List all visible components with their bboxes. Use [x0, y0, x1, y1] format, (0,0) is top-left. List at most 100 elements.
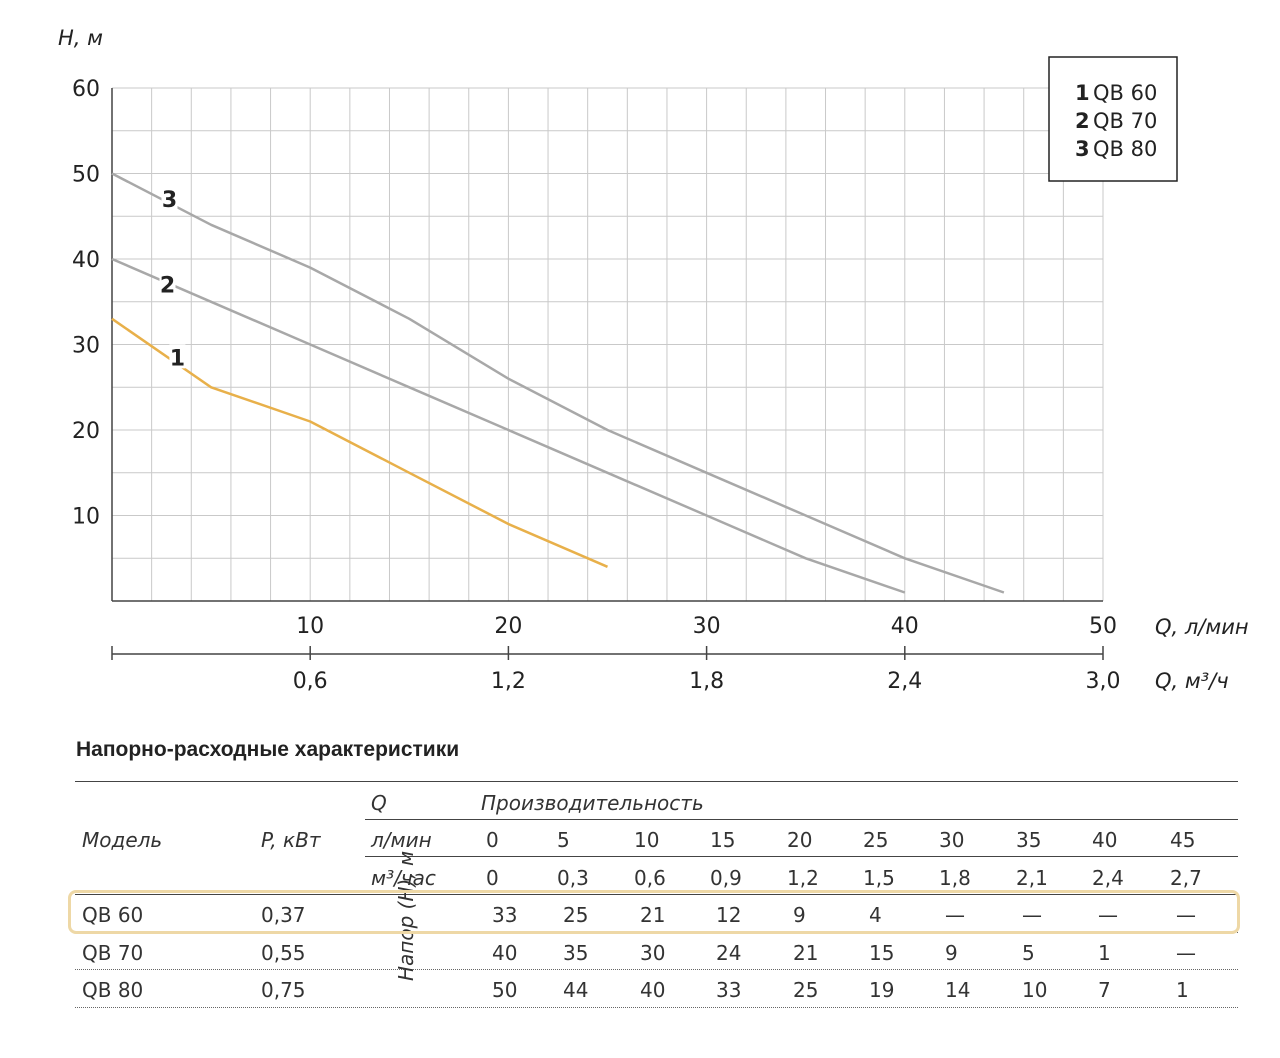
- x2-tick-label: 0,6: [293, 669, 328, 694]
- lmin-value: 5: [557, 828, 570, 852]
- table-row-model: QB 60: [82, 903, 144, 927]
- y-tick-label: 20: [72, 419, 100, 444]
- table-row-value: 33: [492, 903, 518, 927]
- chart-axes: 10 20 30 40 50 60 10 20 30 40 50 0,6 1,2 1,8 2,4 3,0: [72, 77, 1121, 694]
- x2-tick-label: 1,8: [689, 669, 724, 694]
- curve-qb-60: [111, 317, 608, 568]
- pump-head-flow-chart: 10 20 30 40 50 60 10 20 30 40 50 0,6 1,2 1,8 2,4 3,0 1 2…: [58, 26, 1249, 694]
- model-header: Модель: [82, 828, 163, 852]
- table-row-value: 35: [563, 940, 589, 965]
- curve-number-label: 3: [162, 188, 177, 213]
- table-row-value: 50: [492, 978, 518, 1002]
- header-rule-3: [75, 894, 1238, 895]
- m3h-value: 0,9: [710, 866, 742, 890]
- chart-grid: [112, 87, 1104, 601]
- row-rule-3: [75, 1007, 1238, 1008]
- x-tick-label: 50: [1089, 614, 1117, 639]
- chart-legend: 1 QB 602 QB 703 QB 80: [1048, 56, 1178, 182]
- curve-label-bg: [159, 271, 176, 296]
- m3h-value: 2,7: [1170, 866, 1202, 890]
- y-tick-label: 50: [72, 163, 100, 188]
- table-row-value: 5: [1022, 940, 1035, 965]
- curve-qb-70: [111, 257, 906, 594]
- lmin-value: 15: [710, 828, 736, 852]
- table-row-value: 14: [945, 978, 971, 1002]
- m3h-value: 0,6: [634, 866, 666, 890]
- m3h-value: 2,1: [1016, 866, 1048, 890]
- x-tick-label: 10: [296, 614, 324, 639]
- curve-number-label: 1: [170, 346, 185, 371]
- performance-table: Q Производительность Модель P, кВт л/мин…: [75, 781, 1238, 1011]
- legend-entry: QB 60: [1093, 81, 1157, 105]
- row-rule-2: [75, 969, 1238, 970]
- table-row-value: —: [1022, 903, 1042, 927]
- table-row-value: 9: [945, 940, 958, 965]
- table-row-value: —: [1176, 903, 1196, 927]
- table-row-value: 10: [1022, 978, 1048, 1002]
- y-axis-label: H, м: [58, 26, 103, 50]
- power-header: P, кВт: [261, 828, 321, 852]
- chart-curves: [111, 172, 1005, 594]
- x2-tick-label: 1,2: [491, 669, 526, 694]
- table-row-value: 33: [716, 978, 742, 1002]
- chart-labels: 1 2 3: [159, 186, 186, 371]
- lmin-value: 40: [1092, 828, 1118, 852]
- table-row-value: 7: [1098, 978, 1111, 1002]
- m3h-value: 0: [486, 866, 499, 890]
- y-tick-label: 10: [72, 505, 100, 530]
- x2-tick-label: 3,0: [1086, 669, 1121, 694]
- table-row-value: 15: [869, 940, 895, 965]
- table-row-value: 21: [640, 903, 666, 927]
- table-row-value: 19: [869, 978, 895, 1002]
- lmin-value: 35: [1016, 828, 1042, 852]
- header-rule-1: [365, 819, 1238, 820]
- x2-tick-label: 2,4: [887, 669, 922, 694]
- table-row-value: 12: [716, 903, 742, 927]
- performance-header: Производительность: [481, 791, 704, 815]
- header-rule-2: [365, 856, 1238, 857]
- table-row-value: 30: [640, 940, 666, 965]
- y-tick-label: 60: [72, 77, 100, 102]
- lmin-value: 10: [634, 828, 660, 852]
- table-row-value: 9: [793, 903, 806, 927]
- table-row-value: 40: [492, 940, 518, 965]
- table-top-rule: [75, 781, 1238, 782]
- m3h-value: 1,2: [787, 866, 819, 890]
- x-tick-label: 30: [693, 614, 721, 639]
- table-row-value: 44: [563, 978, 589, 1002]
- table-row-value: —: [945, 903, 965, 927]
- x-axis-label: Q, л/мин: [1155, 615, 1249, 639]
- table-row-power: 0,75: [261, 978, 306, 1002]
- lmin-value: 45: [1170, 828, 1196, 852]
- table-row-value: —: [1176, 940, 1196, 965]
- curve-number-label: 2: [160, 274, 175, 299]
- y-tick-label: 40: [72, 248, 100, 273]
- table-row-power: 0,55: [261, 940, 306, 965]
- lmin-value: 30: [939, 828, 965, 852]
- m3h-value: 2,4: [1092, 866, 1124, 890]
- curve-qb-80: [111, 172, 1005, 594]
- m3h-header: м³/час: [371, 866, 436, 890]
- m3h-value: 1,5: [863, 866, 895, 890]
- x-tick-label: 20: [494, 614, 522, 639]
- table-row-value: 1: [1098, 940, 1111, 965]
- table-row-value: 4: [869, 903, 882, 927]
- m3h-value: 1,8: [939, 866, 971, 890]
- legend-entry: QB 70: [1093, 109, 1157, 133]
- legend-marker: 3: [1075, 137, 1090, 161]
- lmin-value: 0: [486, 828, 499, 852]
- table-row-model: QB 70: [82, 940, 144, 965]
- lmin-value: 20: [787, 828, 813, 852]
- table-row-value: 1: [1176, 978, 1189, 1002]
- legend-marker: 1: [1075, 81, 1090, 105]
- legend-marker: 2: [1075, 109, 1090, 133]
- lmin-header: л/мин: [371, 828, 432, 852]
- table-row-value: —: [1098, 903, 1118, 927]
- table-row-value: 21: [793, 940, 819, 965]
- table-row-value: 25: [793, 978, 819, 1002]
- row-highlight-qb60: [68, 890, 1240, 934]
- table-row-value: 24: [716, 940, 742, 965]
- x-tick-label: 40: [891, 614, 919, 639]
- q-header: Q: [371, 791, 387, 815]
- table-row-value: 40: [640, 978, 666, 1002]
